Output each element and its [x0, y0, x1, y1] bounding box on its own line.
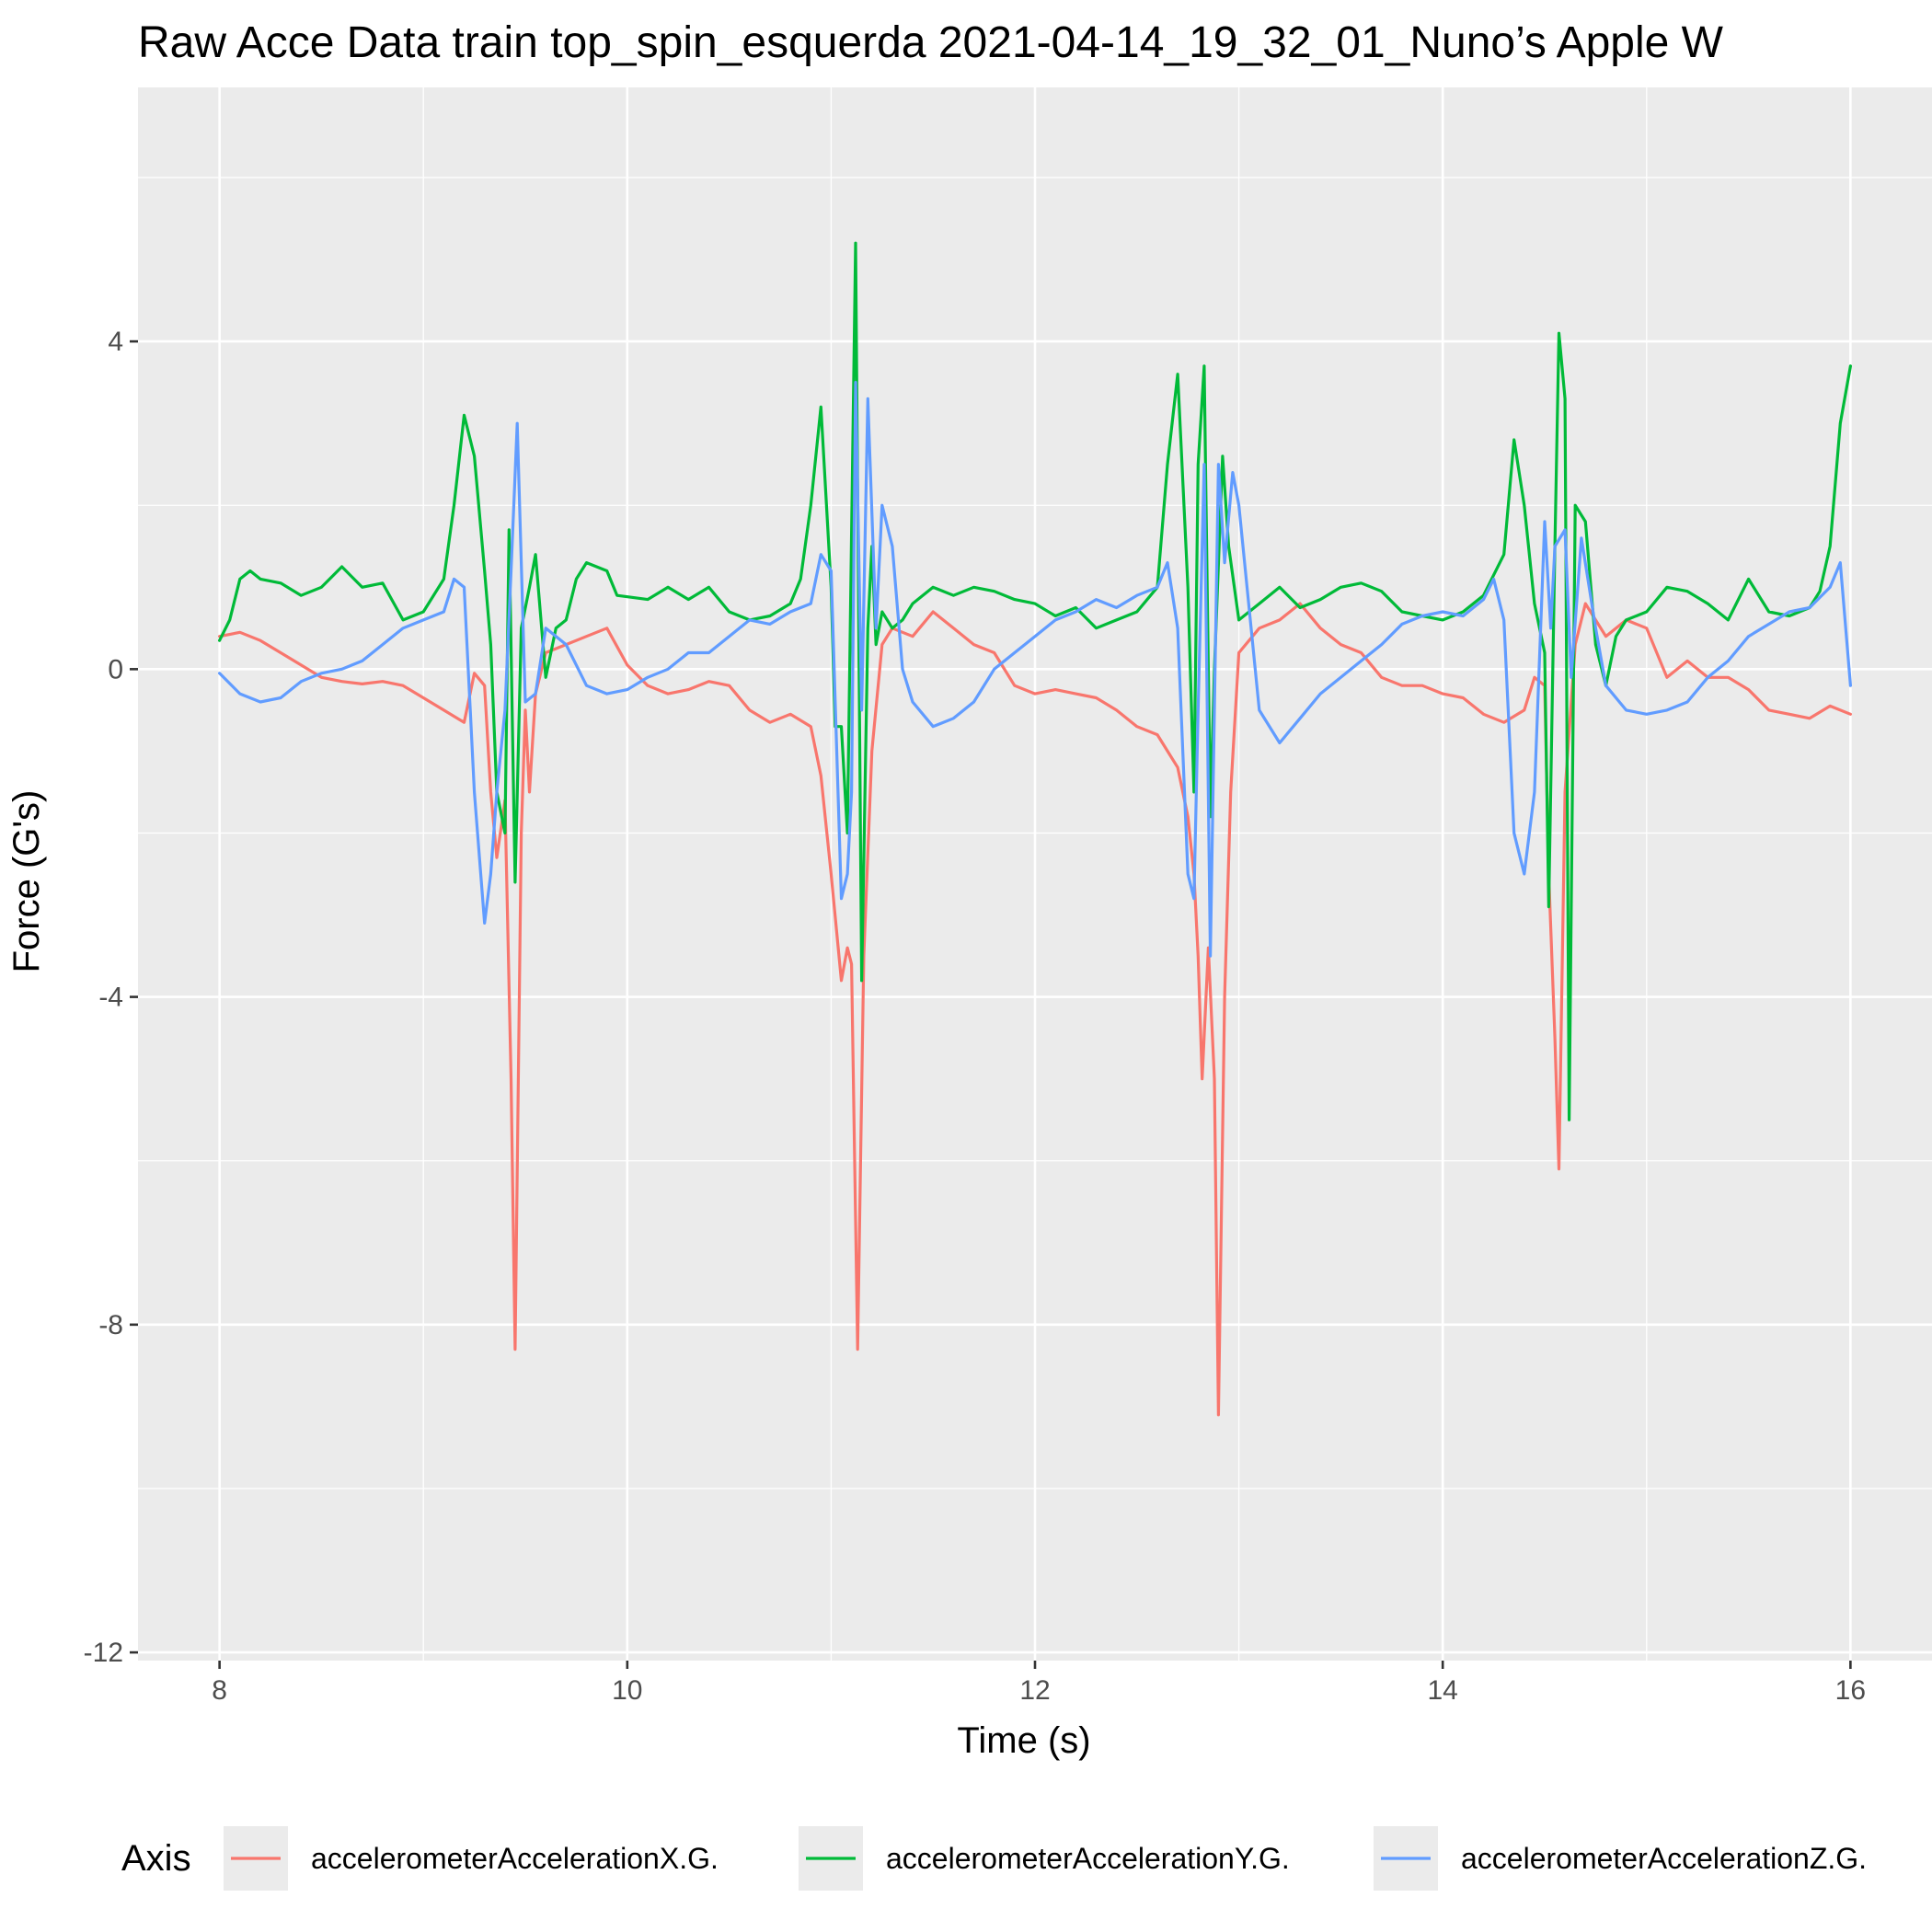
x-tick-label: 8: [212, 1675, 227, 1706]
y-axis-title: Force (G's): [6, 790, 47, 973]
axis-ticks: 8 10 12 14 16 -12 -8 -4 0 4: [84, 327, 1866, 1706]
y-tick-label: -8: [98, 1310, 123, 1340]
legend-title: Axis: [121, 1838, 191, 1879]
x-tick-label: 12: [1019, 1675, 1050, 1706]
chart-title: Raw Acce Data train top_spin_esquerda 20…: [138, 18, 1724, 67]
x-tick-label: 14: [1427, 1675, 1457, 1706]
y-tick-label: -4: [98, 983, 123, 1013]
x-axis-title: Time (s): [957, 1720, 1090, 1761]
x-tick-label: 10: [612, 1675, 642, 1706]
legend: Axis accelerometerAccelerationX.G. accele…: [121, 1826, 1867, 1891]
major-gridlines: [138, 87, 1932, 1661]
legend-label: accelerometerAccelerationY.G.: [886, 1842, 1290, 1875]
y-tick-label: 0: [108, 654, 123, 684]
x-tick-label: 16: [1835, 1675, 1866, 1706]
series-lines: [218, 241, 1852, 1417]
legend-label: accelerometerAccelerationZ.G.: [1461, 1842, 1867, 1875]
legend-label: accelerometerAccelerationX.G.: [311, 1842, 719, 1875]
y-tick-label: 4: [108, 327, 123, 357]
y-tick-label: -12: [84, 1638, 123, 1668]
series-line-2: [218, 241, 1852, 1121]
series-line-3: [218, 381, 1852, 958]
series-line-1: [218, 602, 1852, 1417]
